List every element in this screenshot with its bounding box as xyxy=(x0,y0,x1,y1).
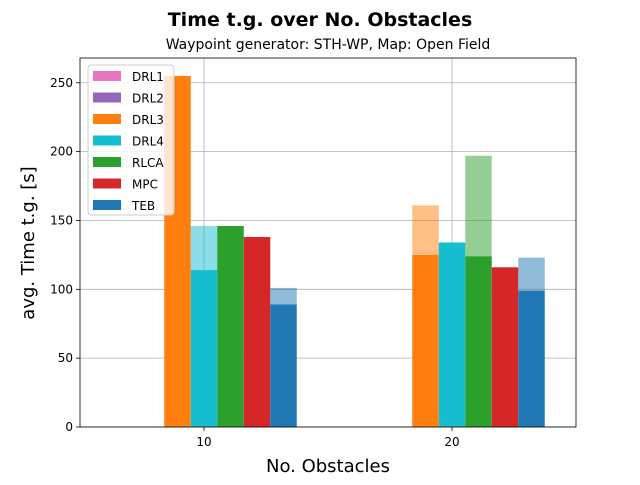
legend-swatch-mpc xyxy=(93,178,121,189)
legend-label-drl4: DRL4 xyxy=(132,135,164,149)
x-tick-label: 20 xyxy=(444,435,459,449)
legend-swatch-rlca xyxy=(93,157,121,167)
legend-swatch-teb xyxy=(93,200,121,210)
chart-subtitle: Waypoint generator: STH-WP, Map: Open Fi… xyxy=(166,37,491,53)
legend-label-drl3: DRL3 xyxy=(132,113,164,127)
bar-range-teb xyxy=(270,287,297,305)
legend: DRL1 DRL2 DRL3 DRL4 RLCA MPC TEB xyxy=(87,64,175,216)
bar-range-teb xyxy=(518,257,545,291)
y-tick-label: 150 xyxy=(50,213,73,227)
bar-mpc xyxy=(491,267,519,427)
x-tick-label: 10 xyxy=(196,435,211,449)
chart-title: Time t.g. over No. Obstacles xyxy=(168,9,473,31)
bar-drl4 xyxy=(190,270,218,427)
bar-drl4 xyxy=(438,242,466,427)
legend-label-rlca: RLCA xyxy=(132,156,164,170)
bar-drl3 xyxy=(412,254,439,427)
y-tick-label: 0 xyxy=(65,420,73,434)
legend-label-mpc: MPC xyxy=(132,178,158,192)
plot-frame xyxy=(79,57,577,428)
y-tick-label: 200 xyxy=(50,145,73,159)
bar-rlca xyxy=(217,225,244,427)
legend-label-teb: TEB xyxy=(131,199,155,213)
bar-range-drl4 xyxy=(190,225,218,271)
legend-swatch-drl2 xyxy=(93,92,121,103)
legend-swatch-drl1 xyxy=(93,71,121,81)
bar-teb xyxy=(270,304,297,427)
legend-swatch-drl4 xyxy=(93,135,121,146)
legend-swatch-drl3 xyxy=(93,114,121,124)
bar-range-rlca xyxy=(465,155,492,257)
y-tick-label: 250 xyxy=(50,76,73,90)
x-axis-label: No. Obstacles xyxy=(266,456,390,477)
axes-layer: 0 50 100 150 200 250 10 20 xyxy=(50,57,577,449)
bar-range-drl3 xyxy=(412,205,439,255)
legend-label-drl2: DRL2 xyxy=(132,92,164,106)
bar-teb xyxy=(518,290,545,427)
legend-label-drl1: DRL1 xyxy=(132,70,164,84)
bar-mpc xyxy=(243,236,271,427)
y-tick-label: 100 xyxy=(50,282,73,296)
y-axis-label: avg. Time t.g. [s] xyxy=(18,166,39,319)
bar-rlca xyxy=(465,256,492,427)
y-tick-label: 50 xyxy=(58,351,73,365)
